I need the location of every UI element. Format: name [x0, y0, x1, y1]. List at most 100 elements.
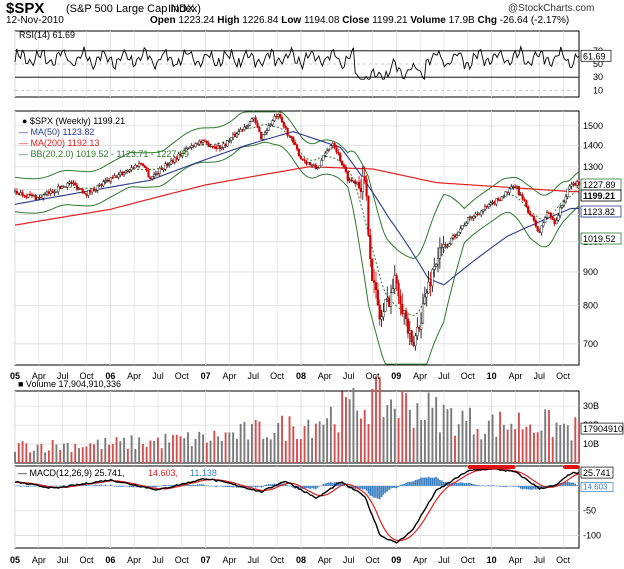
x-tick-label: Apr — [32, 371, 46, 381]
macd-histogram-bar — [187, 484, 189, 486]
candle-body — [416, 327, 419, 337]
macd-histogram-bar — [403, 483, 405, 486]
bb-lower-band — [14, 141, 580, 365]
candle-body — [156, 173, 159, 175]
macd-histogram-bar — [529, 485, 531, 490]
volume-bar — [119, 441, 122, 463]
x-tick-label: 10 — [487, 371, 497, 381]
candle-body — [536, 226, 539, 231]
macd-histogram-bar — [561, 482, 563, 486]
candle-body — [374, 282, 378, 290]
volume-bar — [341, 391, 344, 463]
candle-body — [28, 193, 32, 196]
volume-bar — [299, 439, 302, 463]
candle-body — [320, 159, 323, 166]
candle-body — [59, 186, 62, 189]
volume-bar — [134, 449, 137, 463]
candle-body — [560, 205, 564, 208]
price-ma50-box — [580, 205, 622, 218]
volume-bar — [93, 444, 95, 463]
macd-histogram-bar — [59, 485, 61, 487]
candle-body — [534, 220, 537, 227]
volume-bar — [258, 421, 261, 463]
x-tick-label: Oct — [461, 371, 476, 381]
candle-body — [139, 163, 143, 165]
candle-body — [177, 153, 180, 160]
candle-body — [500, 196, 504, 201]
price-close-box — [580, 189, 622, 202]
macd-highlight-bar — [563, 465, 579, 469]
rsi-value-label: 61.69 — [583, 51, 606, 61]
macd-histogram-bar — [110, 484, 112, 486]
macd-histogram-bar — [527, 485, 530, 490]
candle-body — [245, 126, 248, 128]
volume-bar — [521, 429, 524, 463]
price-tick-label: 800 — [583, 301, 598, 311]
candle-body — [369, 235, 372, 259]
macd-histogram-bar — [57, 485, 60, 487]
candle-body — [388, 297, 391, 307]
candle-body — [130, 167, 133, 171]
candle-body — [519, 194, 522, 196]
candle-body — [87, 190, 90, 196]
macd-histogram-bar — [578, 484, 580, 486]
volume-bar — [329, 406, 332, 463]
candle-body — [79, 188, 82, 190]
candle-body — [275, 116, 278, 118]
volume-bar — [40, 444, 43, 463]
candle-body — [237, 131, 240, 135]
candle-body — [470, 216, 473, 219]
candle-body — [220, 147, 223, 150]
x-tick-label-bottom: Apr — [508, 555, 522, 565]
volume-bar — [194, 439, 197, 463]
volume-bar — [228, 432, 231, 463]
volume-bar — [62, 443, 65, 463]
candle-body — [258, 127, 261, 133]
macd-histogram-bar — [382, 485, 385, 495]
candle-body — [530, 214, 534, 217]
macd-histogram-bar — [290, 485, 293, 487]
x-tick-label: 08 — [296, 371, 306, 381]
candle-body — [341, 160, 344, 166]
candle-body — [119, 172, 122, 175]
candle-body — [49, 190, 52, 194]
candle-body — [207, 142, 210, 147]
macd-histogram-bar — [189, 484, 191, 486]
macd-histogram-bar — [548, 485, 550, 486]
macd-histogram-bar — [546, 485, 548, 487]
volume-bar — [371, 388, 374, 463]
volume-bar — [160, 448, 163, 463]
macd-histogram-bar — [371, 485, 373, 497]
open-value: 1223.24 — [178, 15, 215, 26]
volume-bar — [130, 435, 133, 463]
bb-legend: — BB(20,2.0) 1019.52 - 1123.71 - 1227.89 — [19, 149, 189, 159]
candle-body — [194, 143, 197, 147]
macd-histogram-bar — [130, 485, 133, 488]
candle-body — [75, 184, 79, 190]
macd-histogram-bar — [221, 485, 223, 487]
volume-bar — [337, 432, 340, 463]
macd-signal-line — [15, 468, 580, 542]
candle-body — [113, 175, 116, 178]
candle-body — [538, 230, 541, 233]
macd-histogram-bar — [480, 485, 483, 487]
volume-bar — [51, 439, 54, 463]
candle-body — [502, 196, 505, 198]
candle-body — [551, 216, 554, 220]
candle-body — [495, 198, 498, 205]
candle-body — [106, 179, 109, 182]
macd-histogram-bar — [209, 485, 212, 487]
volume-bar — [292, 426, 295, 463]
candle-body — [192, 145, 195, 147]
candle-body — [162, 169, 165, 171]
candle-body — [254, 117, 257, 123]
macd-histogram-bar — [168, 485, 170, 486]
volume-bar — [85, 446, 88, 463]
candle-body — [107, 179, 111, 182]
candle-body — [517, 186, 520, 195]
stockcharts-logo[interactable]: @StockCharts.com — [508, 3, 595, 14]
volume-bar — [378, 377, 381, 463]
candle-body — [566, 188, 569, 197]
candle-body — [100, 183, 103, 186]
macd-histogram-bar — [330, 482, 332, 486]
